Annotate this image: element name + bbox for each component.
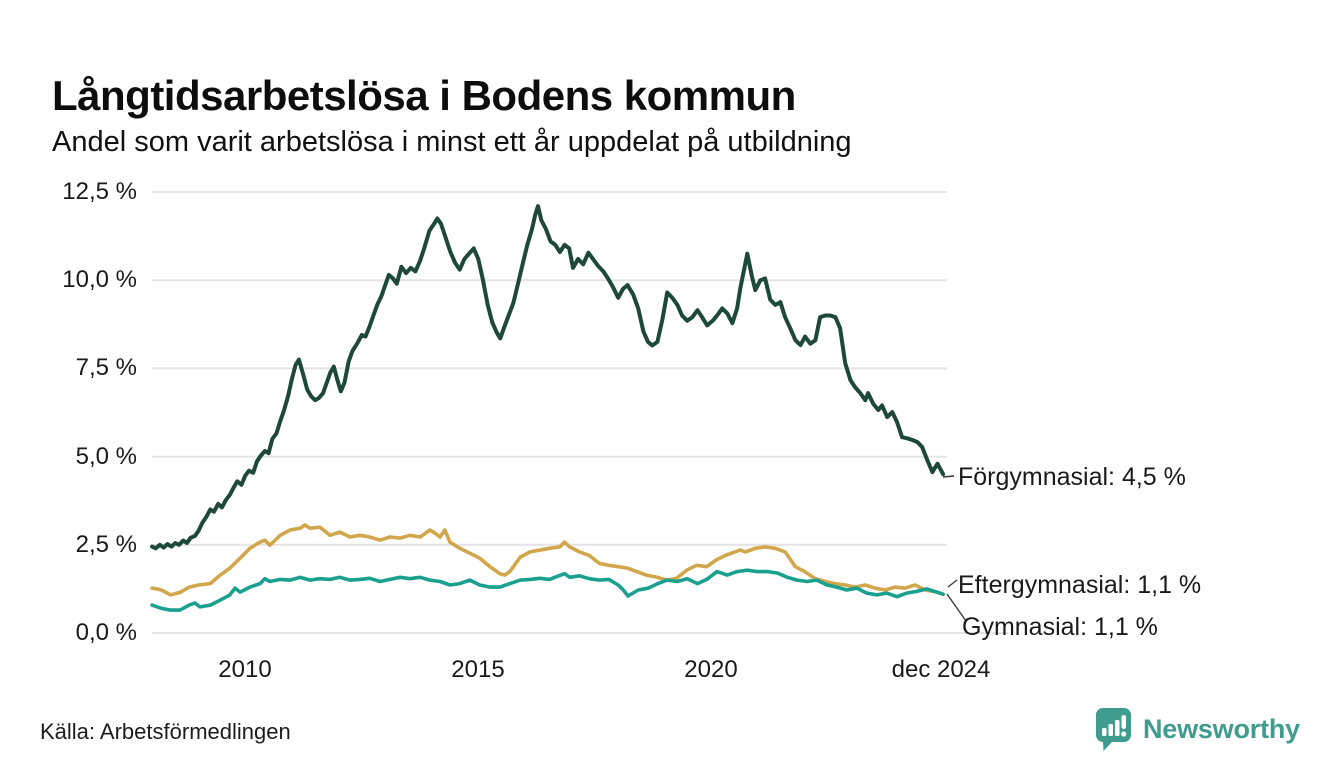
- series-label-eftergymnasial: Eftergymnasial: 1,1 %: [958, 571, 1202, 599]
- gridlines: [152, 191, 1008, 634]
- series-label-forgymnasial: Förgymnasial: 4,5 %: [958, 463, 1186, 491]
- y-tick-12-5: 12,5 %: [62, 178, 137, 205]
- x-tick-2010: 2010: [218, 656, 272, 683]
- line-gymnasial: [150, 568, 945, 612]
- chart-subtitle: Andel som varit arbetslösa i minst ett å…: [52, 126, 852, 158]
- label-leader-lines: [942, 475, 967, 622]
- newsworthy-wordmark: Newsworthy: [1142, 713, 1300, 744]
- source-note: Källa: Arbetsförmedlingen: [40, 719, 291, 744]
- y-tick-10-0: 10,0 %: [62, 266, 137, 293]
- series-lines: [150, 204, 946, 612]
- x-tick-2015: 2015: [451, 656, 505, 683]
- y-tick-2-5: 2,5 %: [75, 531, 137, 558]
- line-förgymnasial: [150, 204, 946, 551]
- y-tick-0-0: 0,0 %: [75, 619, 137, 646]
- y-tick-7-5: 7,5 %: [75, 354, 137, 381]
- x-tick-2020: 2020: [684, 656, 738, 683]
- leader-eftergymnasial: [947, 579, 958, 588]
- leader-gymnasial: [946, 593, 967, 622]
- newsworthy-logo: Newsworthy: [1093, 706, 1300, 752]
- chart-title: Långtidsarbetslösa i Bodens kommun: [52, 72, 796, 120]
- line-eftergymnasial: [150, 523, 945, 597]
- newsworthy-bubble-chart-icon: [1093, 706, 1133, 752]
- x-tick-dec-2024: dec 2024: [891, 656, 991, 683]
- leader-forgymnasial: [942, 475, 955, 478]
- series-label-gymnasial: Gymnasial: 1,1 %: [962, 613, 1158, 641]
- y-tick-5-0: 5,0 %: [75, 443, 137, 470]
